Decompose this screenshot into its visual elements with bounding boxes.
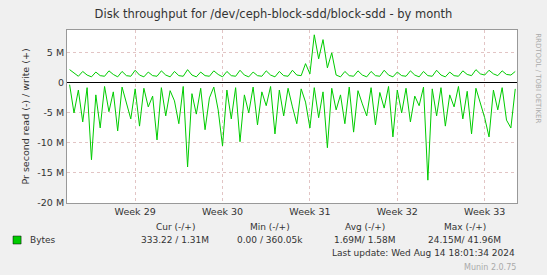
- svg-text:Week 33: Week 33: [464, 206, 505, 217]
- svg-text:1.69M/ 1.58M: 1.69M/ 1.58M: [334, 235, 396, 245]
- svg-text:-5 M: -5 M: [43, 107, 64, 118]
- svg-text:RRDTOOL / TOBI OETIKER: RRDTOOL / TOBI OETIKER: [534, 33, 542, 123]
- svg-text:Munin 2.0.75: Munin 2.0.75: [464, 263, 516, 272]
- svg-text:Pr second read (-) / write (+): Pr second read (-) / write (+): [20, 48, 31, 184]
- svg-text:Week 31: Week 31: [289, 206, 330, 217]
- svg-text:333.22 / 1.31M: 333.22 / 1.31M: [141, 235, 209, 245]
- svg-text:-15 M: -15 M: [37, 167, 64, 178]
- svg-text:-10 M: -10 M: [37, 137, 64, 148]
- svg-text:Week 32: Week 32: [377, 206, 418, 217]
- svg-text:Disk throughput for /dev/ceph-: Disk throughput for /dev/ceph-block-sdd/…: [95, 7, 453, 21]
- svg-text:Avg (-/+): Avg (-/+): [345, 222, 385, 232]
- svg-text:5 M: 5 M: [47, 47, 64, 58]
- svg-text:24.15M/ 41.96M: 24.15M/ 41.96M: [428, 235, 501, 245]
- svg-text:Bytes: Bytes: [30, 235, 56, 245]
- svg-text:Week 29: Week 29: [115, 206, 156, 217]
- svg-text:Cur (-/+): Cur (-/+): [156, 222, 195, 232]
- svg-text:0: 0: [58, 77, 64, 88]
- svg-text:0.00 / 360.05k: 0.00 / 360.05k: [237, 235, 303, 245]
- svg-text:-20 M: -20 M: [37, 197, 64, 208]
- svg-text:Min (-/+): Min (-/+): [250, 222, 290, 232]
- svg-text:Max (-/+): Max (-/+): [444, 222, 486, 232]
- svg-text:Last update: Wed Aug 14 18:01:: Last update: Wed Aug 14 18:01:34 2024: [332, 248, 515, 258]
- svg-text:Week 30: Week 30: [202, 206, 243, 217]
